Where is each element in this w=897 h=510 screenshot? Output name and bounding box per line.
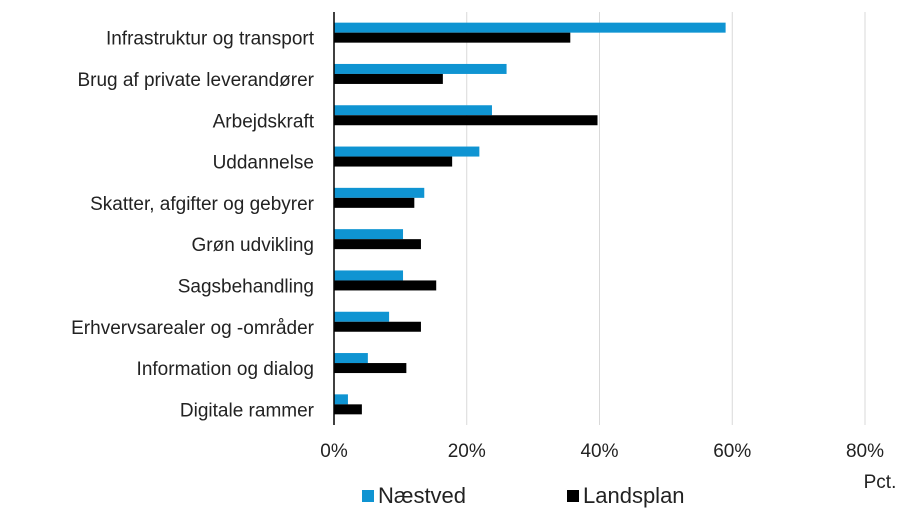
bar bbox=[334, 239, 421, 250]
x-tick-label: 60% bbox=[713, 441, 751, 462]
y-tick-label: Infrastruktur og transport bbox=[106, 29, 315, 50]
bar bbox=[334, 394, 348, 405]
legend-label: Næstved bbox=[378, 483, 466, 508]
bar bbox=[334, 115, 598, 126]
y-tick-label: Grøn udvikling bbox=[192, 235, 315, 256]
legend-swatch bbox=[362, 490, 374, 502]
x-tick-label: 40% bbox=[580, 441, 618, 462]
legend-label: Landsplan bbox=[583, 483, 685, 508]
bar bbox=[334, 311, 390, 322]
bar bbox=[334, 280, 437, 291]
bar bbox=[334, 363, 407, 374]
bar bbox=[334, 73, 443, 84]
bar bbox=[334, 321, 421, 332]
bar bbox=[334, 32, 571, 43]
y-tick-label: Information og dialog bbox=[137, 359, 314, 380]
y-tick-label: Arbejdskraft bbox=[213, 111, 315, 132]
y-tick-label: Uddannelse bbox=[213, 153, 314, 174]
bar bbox=[334, 404, 362, 415]
y-tick-label: Sagsbehandling bbox=[178, 276, 314, 297]
bar bbox=[334, 63, 507, 74]
legend-swatch bbox=[567, 490, 579, 502]
bar bbox=[334, 197, 415, 208]
y-tick-label: Skatter, afgifter og gebyrer bbox=[90, 194, 315, 215]
x-tick-label: 20% bbox=[448, 441, 486, 462]
bar bbox=[334, 353, 368, 364]
y-tick-label: Brug af private leverandører bbox=[77, 70, 314, 91]
x-tick-label: 0% bbox=[320, 441, 348, 462]
bar bbox=[334, 156, 453, 167]
bar bbox=[334, 187, 425, 198]
x-tick-label: 80% bbox=[846, 441, 884, 462]
y-tick-label: Erhvervsarealer og -områder bbox=[71, 318, 315, 339]
x-axis-label: Pct. bbox=[864, 472, 897, 493]
bar bbox=[334, 270, 404, 281]
y-tick-label: Digitale rammer bbox=[180, 400, 315, 421]
bar bbox=[334, 22, 726, 33]
bar bbox=[334, 229, 404, 240]
bar bbox=[334, 146, 480, 157]
bar bbox=[334, 105, 492, 116]
